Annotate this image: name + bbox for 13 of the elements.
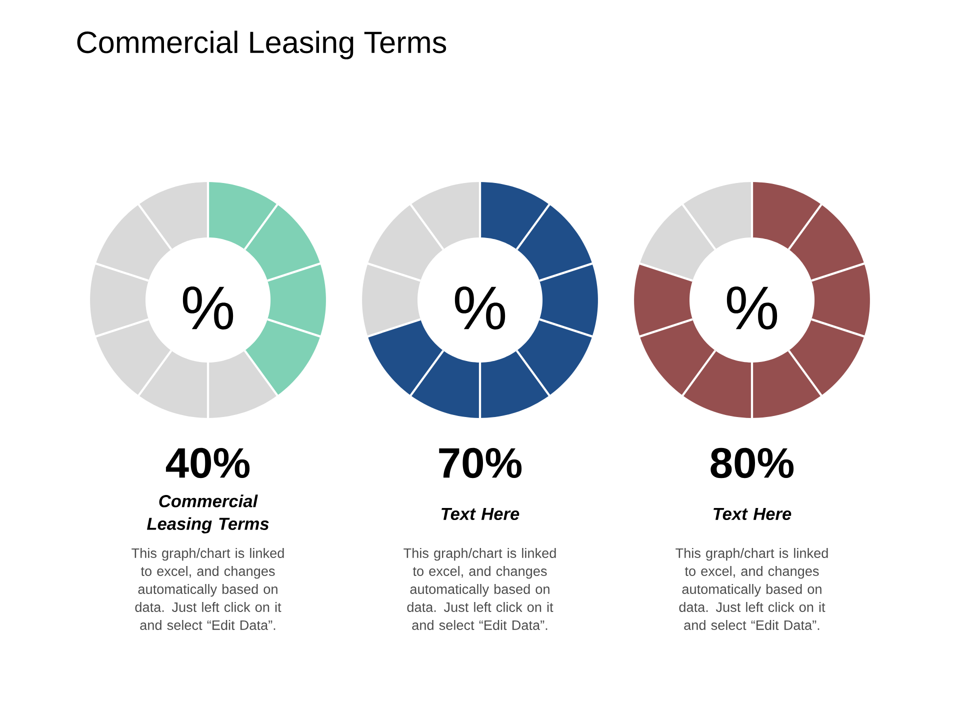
- text: This graph/chart is linked to excel, and changes automatically based on data. Just left click on it and select “Edit Data”.: [132, 548, 284, 630]
- text: 70%: [439, 448, 522, 478]
- text: %: [726, 286, 778, 330]
- text: %: [182, 286, 234, 330]
- text: This graph/chart is linked to excel, and changes automatically based on data. Just left click on it and select “Edit Data”.: [676, 548, 828, 630]
- text: This graph/chart is linked to excel, and changes automatically based on data. Just left click on it and select “Edit Data”.: [404, 548, 556, 630]
- text: Commercial Leasing Terms: [146, 494, 269, 534]
- text: Text Here: [714, 508, 792, 520]
- chart-title: Commercial Leasing Terms: [77, 30, 446, 60]
- text: %: [454, 286, 506, 330]
- text: 40%: [166, 448, 250, 478]
- text: Text Here: [442, 508, 520, 520]
- text: 80%: [710, 448, 794, 478]
